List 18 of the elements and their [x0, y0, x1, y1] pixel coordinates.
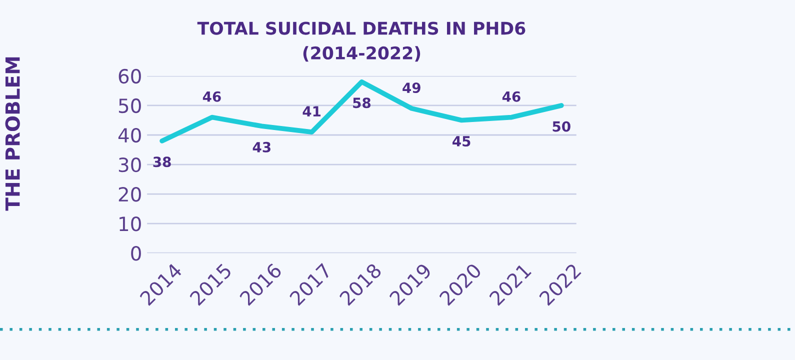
chart-title: TOTAL SUICIDAL DEATHS IN PHD6 (2014-2022) — [197, 22, 526, 62]
y-tick-label: 10 — [120, 216, 141, 232]
data-label: 50 — [552, 121, 570, 132]
y-tick-label: 30 — [118, 157, 141, 172]
y-tick-label: 20 — [118, 186, 141, 202]
data-label: 45 — [452, 136, 470, 146]
data-label: 41 — [302, 106, 321, 116]
y-tick-label: 40 — [118, 128, 141, 143]
data-label: 49 — [402, 82, 420, 94]
y-tick-label: 0 — [131, 246, 141, 261]
text: THE PROBLEM — [5, 57, 20, 211]
data-label: 58 — [353, 98, 371, 108]
data-label: 38 — [153, 156, 171, 168]
y-tick-label: 60 — [118, 68, 141, 84]
data-label: 46 — [202, 91, 221, 102]
data-label: 43 — [252, 142, 270, 152]
data-label: 46 — [502, 91, 520, 102]
y-tick-label: 50 — [118, 98, 141, 114]
